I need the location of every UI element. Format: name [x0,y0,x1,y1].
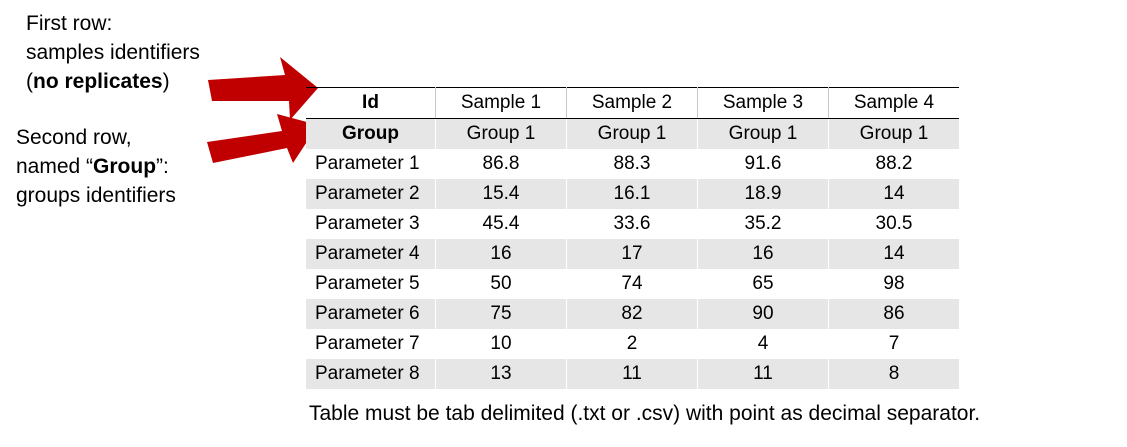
table-row: Parameter 5 50 74 65 98 [306,269,959,299]
table-cell: Id [306,87,436,119]
arrow-right-icon [207,114,318,163]
second-row-note: Second row, named “Group”: groups identifi… [16,123,176,210]
id-row: Id Sample 1 Sample 2 Sample 3 Sample 4 [306,87,959,119]
table-cell: 11 [697,359,829,389]
table-row: Parameter 4 16 17 16 14 [306,239,959,269]
table-cell: 35.2 [697,209,829,239]
table-cell: 4 [697,329,829,359]
table-cell: Sample 1 [435,87,567,119]
note-line: named “ [16,155,94,178]
table-cell: 7 [888,333,900,354]
table-cell: Parameter 5 [306,269,436,299]
table-cell: Parameter 1 [306,149,436,179]
table-cell: 91.6 [697,149,829,179]
table-row: Parameter 6 75 82 90 86 [306,299,959,329]
table-cell: 98 [883,273,905,294]
note-line: ( [26,70,33,93]
note-line: ”: [156,155,169,178]
table-cell: Parameter 3 [306,209,436,239]
table-cell: 45.4 [435,209,567,239]
table-cell: 14 [828,239,959,269]
table-cell: Parameter 8 [306,359,436,389]
note-emphasis: no replicates [33,70,163,93]
table-cell: Sample 4 [828,87,959,119]
table-cell: 65 [697,269,829,299]
table-cell: 10 [435,329,567,359]
table-row: Parameter 8 13 11 11 8 [306,359,959,389]
table-cell: Parameter 4 [306,239,436,269]
table-cell: 13 [435,359,567,389]
note-line: groups identifiers [16,184,176,207]
table-cell: Group [306,118,436,149]
data-table: Id Sample 1 Sample 2 Sample 3 Sample 4 G… [306,87,959,389]
table-cell: 18.9 [697,179,829,209]
note-line: First row: [26,12,113,35]
table-cell: Parameter 6 [306,299,436,329]
table-cell: 82 [566,299,698,329]
table-cell: 88.3 [566,149,698,179]
table-cell: Group 1 [697,118,829,149]
table-cell: 33.6 [566,209,698,239]
table-cell: 14 [828,179,959,209]
note-emphasis: Group [93,155,157,178]
footnote: Table must be tab delimited (.txt or .cs… [309,402,981,425]
table-cell: 30.5 [875,213,913,234]
group-row: Group Group 1 Group 1 Group 1 Group 1 [306,118,959,149]
first-row-note: First row: samples identifiers (no replica… [26,9,200,96]
table-cell: 50 [435,269,567,299]
table-cell: 16 [435,239,567,269]
table-cell: 16.1 [566,179,698,209]
table-cell: 2 [566,329,698,359]
table-cell: 8 [828,359,959,389]
note-line: samples identifiers [26,41,200,64]
note-line: Second row, [16,126,132,149]
table-cell: 86 [828,299,959,329]
table-cell: Sample 3 [697,87,829,119]
table-row: Parameter 2 15.4 16.1 18.9 14 [306,179,959,209]
table-cell: 88.2 [875,153,913,174]
table-cell: 90 [697,299,829,329]
table-row: Parameter 1 86.8 88.3 91.6 88.2 [306,149,959,179]
table-cell: Group 1 [828,118,959,149]
table-cell: 16 [697,239,829,269]
table-cell: 11 [566,359,698,389]
table-cell: 15.4 [435,179,567,209]
note-line: ) [162,70,170,93]
table-cell: Parameter 7 [306,329,436,359]
table-cell: Sample 2 [566,87,698,119]
table-row: Parameter 3 45.4 33.6 35.2 30.5 [306,209,959,239]
table-cell: 86.8 [435,149,567,179]
table-cell: Parameter 2 [306,179,436,209]
table-cell: 17 [566,239,698,269]
table-cell: Group 1 [566,118,698,149]
table-cell: 75 [435,299,567,329]
table-cell: 74 [566,269,698,299]
table-row: Parameter 7 10 2 4 7 [306,329,959,359]
table-cell: Group 1 [435,118,567,149]
arrow-right-icon [208,57,318,120]
